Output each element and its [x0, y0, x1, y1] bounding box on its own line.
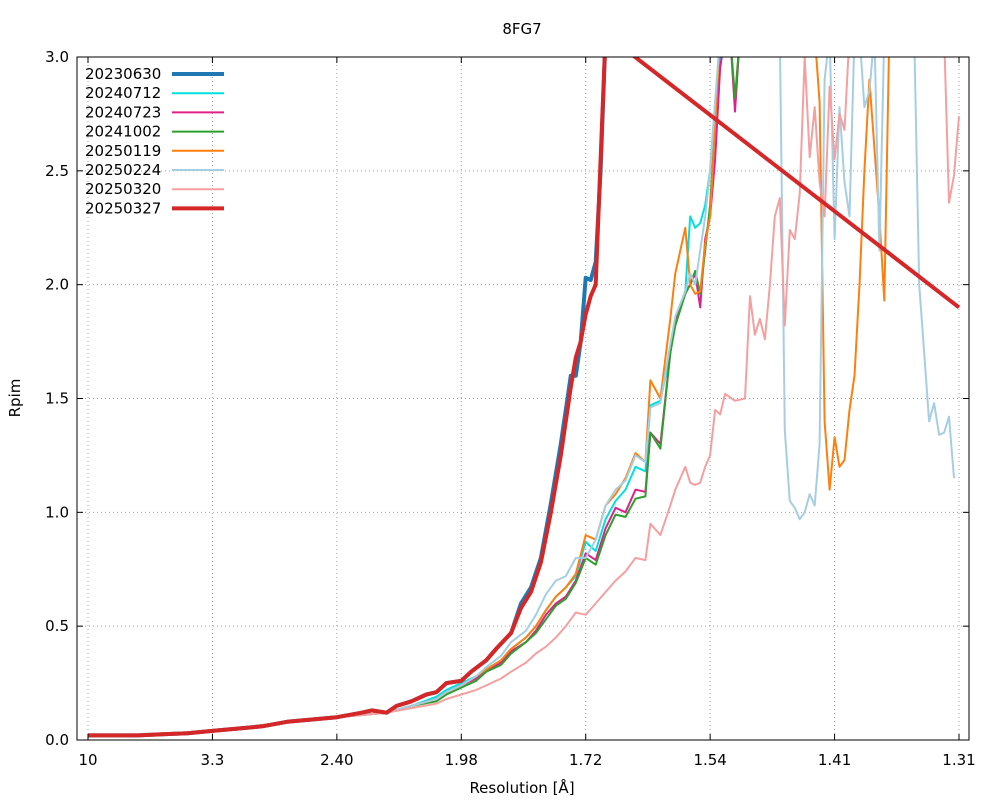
x-tick-label: 1.41	[818, 751, 851, 769]
legend-label: 20240723	[85, 103, 161, 121]
series-line-20240712	[88, 57, 722, 737]
series-line-20250224	[88, 57, 955, 737]
x-tick-label: 1.54	[693, 751, 726, 769]
legend-label: 20240712	[85, 84, 161, 102]
x-tick-label: 1.98	[445, 751, 478, 769]
y-tick-label: 0.5	[45, 617, 69, 635]
axes: 0.0 0.5 1.0 1.5 2.0 2.5 3.0 10 3.3 2.40 1.98 1.72 1.…	[45, 48, 976, 769]
y-tick-label: 3.0	[45, 48, 69, 66]
y-tick-label: 1.5	[45, 390, 69, 408]
y-tick-label: 2.5	[45, 162, 69, 180]
legend-label: 20250119	[85, 142, 161, 160]
series-line-20230630	[88, 57, 607, 738]
series-line-20250327	[88, 57, 961, 738]
x-tick-label: 10	[78, 751, 97, 769]
y-tick-label: 2.0	[45, 276, 69, 294]
legend-label: 20241002	[85, 123, 161, 141]
chart-title: 8FG7	[502, 20, 541, 38]
legend-label: 20250224	[85, 161, 161, 179]
series-line-20250119	[88, 57, 890, 737]
x-tick-label: 3.3	[200, 751, 224, 769]
x-axis-title: Resolution [Å]	[469, 778, 574, 797]
x-tick-label: 2.40	[320, 751, 353, 769]
x-tick-label: 1.31	[942, 751, 975, 769]
series-line-20250320	[88, 57, 960, 737]
series-line-20241002	[88, 57, 740, 737]
legend-label: 20230630	[85, 65, 161, 83]
y-axis-title: Rpim	[6, 379, 24, 418]
legend-label: 20250320	[85, 180, 161, 198]
series-line-20240723	[88, 57, 740, 737]
y-tick-label: 0.0	[45, 731, 69, 749]
y-tick-label: 1.0	[45, 503, 69, 521]
legend-label: 20250327	[85, 199, 161, 217]
x-tick-label: 1.72	[569, 751, 602, 769]
plot-area	[88, 57, 961, 738]
